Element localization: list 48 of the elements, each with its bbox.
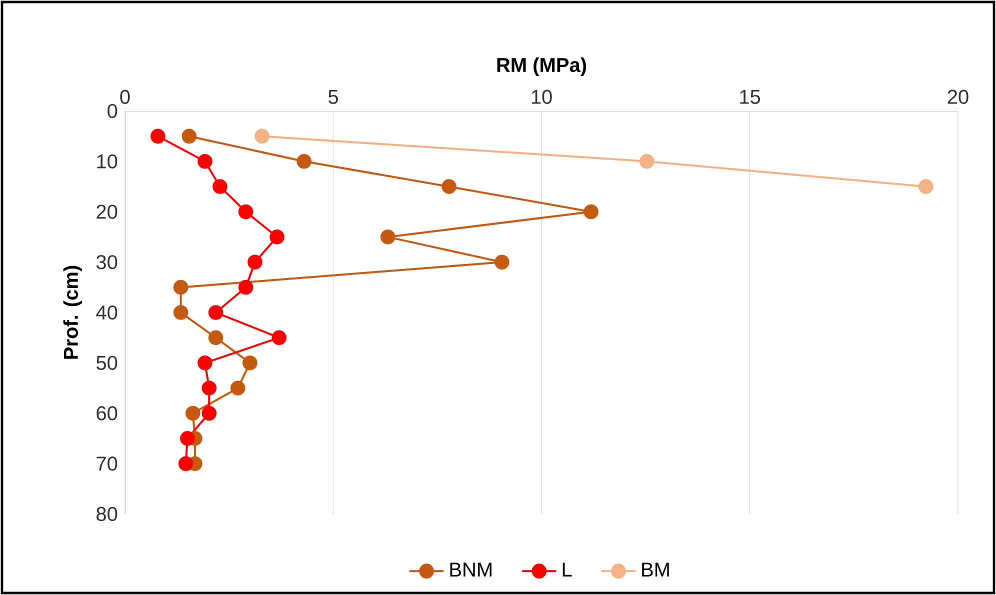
point (296, 154, 312, 169)
x-tick-label: 15 (740, 90, 760, 104)
point (198, 355, 212, 370)
x-tick-label: 10 (532, 90, 552, 104)
point (918, 179, 934, 194)
point (185, 406, 200, 421)
x-axis-title: RM (MPa) (497, 57, 586, 76)
y-tick-label: 10 (97, 154, 118, 168)
y-tick-label: 80 (96, 506, 118, 522)
point (639, 154, 654, 169)
point (173, 305, 188, 320)
point (182, 128, 197, 144)
legend-label: BNM (450, 562, 492, 576)
point (238, 204, 254, 220)
point (178, 456, 194, 472)
point (272, 330, 287, 346)
point (494, 254, 510, 270)
point (270, 230, 284, 244)
point (208, 330, 224, 346)
legend-label: L (562, 562, 572, 576)
y-tick-label: 60 (96, 406, 118, 420)
point (242, 355, 258, 370)
y-tick-label: 70 (96, 456, 118, 471)
point (208, 305, 224, 320)
point (173, 280, 188, 295)
point (254, 128, 270, 144)
point (230, 380, 246, 396)
y-tick-label: 20 (96, 204, 118, 219)
point (584, 204, 598, 220)
point (248, 254, 262, 270)
y-tick-label: 40 (96, 305, 118, 320)
y-tick-label: 0 (108, 104, 118, 118)
y-axis-title: Prof. (cm) (63, 266, 82, 359)
point (238, 280, 254, 295)
y-tick-label: 50 (96, 356, 118, 370)
point (442, 179, 456, 194)
x-tick-label: 20 (948, 90, 968, 104)
point (202, 406, 217, 421)
x-tick-label: 0 (120, 90, 130, 104)
point (150, 128, 166, 144)
y-tick-label: 30 (96, 255, 118, 270)
point (198, 154, 212, 169)
point (212, 179, 228, 194)
point (202, 380, 217, 396)
point (380, 230, 396, 244)
point (180, 431, 195, 446)
x-tick-label: 5 (328, 90, 338, 104)
legend-label: BM (642, 562, 669, 576)
